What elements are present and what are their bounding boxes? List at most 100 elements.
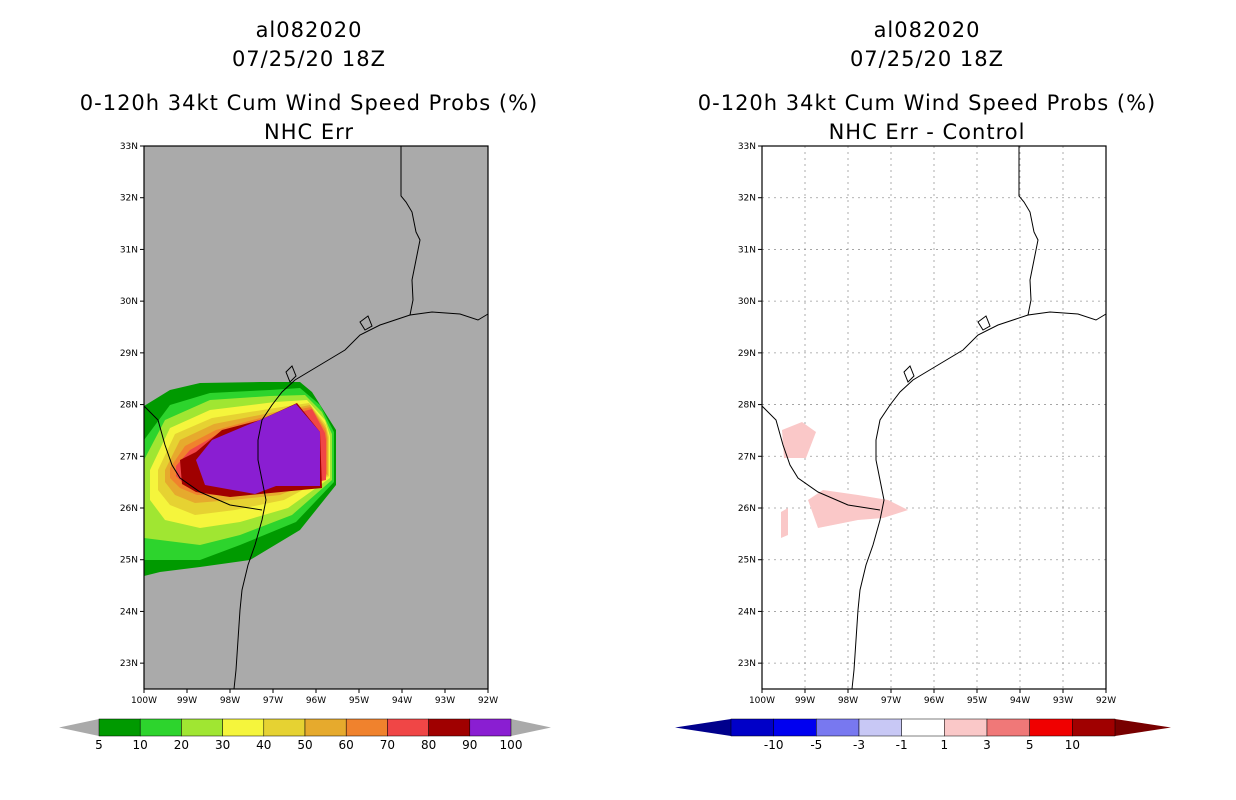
- left-colorbar-label: 100: [500, 738, 523, 752]
- right-colorbar-box: [901, 718, 945, 737]
- right-lat-label: 32N: [738, 194, 756, 204]
- right-colorbar-label: -5: [810, 738, 822, 752]
- left-colorbar-box: [181, 718, 223, 737]
- right-axis-labels: 33N 32N 31N 30N 29N 28N 27N 26N 25N 24N 23N 100W 99W…: [738, 142, 1116, 706]
- right-lon-label: 93W: [1053, 696, 1073, 706]
- right-coastline: [761, 146, 1107, 690]
- right-colorbar-box: [816, 718, 860, 737]
- left-lat-label: 28N: [120, 401, 138, 411]
- left-lat-label: 25N: [120, 556, 138, 566]
- right-lat-label: 27N: [738, 452, 756, 462]
- left-panel: al082020 07/25/20 18Z 0-120h 34kt Cum Wi…: [59, 18, 551, 752]
- right-lon-label: 95W: [967, 696, 987, 706]
- left-colorbar-box: [139, 718, 182, 737]
- left-lat-label: 29N: [120, 349, 138, 359]
- left-colorbar-label: 50: [297, 738, 312, 752]
- left-lat-label: 31N: [120, 245, 138, 255]
- right-colorbar-under-arrow: [675, 719, 731, 736]
- right-product-title: 0-120h 34kt Cum Wind Speed Probs (%): [697, 91, 1157, 115]
- left-colorbar-box: [263, 718, 306, 737]
- left-storm-id: al082020: [255, 18, 363, 42]
- right-colorbar-box: [730, 718, 774, 737]
- left-colorbar-label: 80: [421, 738, 436, 752]
- right-diff-contours: [781, 422, 908, 538]
- right-colorbar-label: -1: [896, 738, 908, 752]
- left-lat-label: 33N: [120, 142, 138, 152]
- right-colorbar-box: [858, 718, 902, 737]
- left-coastline: [143, 146, 489, 690]
- right-lon-label: 94W: [1010, 696, 1030, 706]
- right-lon-label: 98W: [838, 696, 858, 706]
- left-subtitle: NHC Err: [263, 120, 354, 144]
- left-colorbar-label: 30: [215, 738, 230, 752]
- left-lon-label: 99W: [177, 696, 197, 706]
- right-gridlines: [762, 146, 1106, 689]
- right-lat-label: 33N: [738, 142, 756, 152]
- diff-1-3-b: [808, 490, 908, 528]
- right-lat-label: 26N: [738, 504, 756, 514]
- left-colorbar-label: 20: [174, 738, 189, 752]
- right-lat-label: 24N: [738, 607, 756, 617]
- left-colorbar-label: 40: [256, 738, 271, 752]
- left-colorbar-label: 90: [462, 738, 477, 752]
- right-colorbar-box: [986, 718, 1030, 737]
- left-lon-label: 100W: [131, 696, 157, 706]
- left-colorbar-box: [345, 718, 388, 737]
- left-lon-label: 95W: [349, 696, 369, 706]
- right-colorbar-label: 5: [1026, 738, 1034, 752]
- right-storm-id: al082020: [873, 18, 981, 42]
- right-lon-label: 100W: [749, 696, 775, 706]
- right-panel: al082020 07/25/20 18Z 0-120h 34kt Cum Wi…: [618, 0, 1236, 800]
- left-datetime: 07/25/20 18Z: [231, 47, 387, 71]
- left-colorbar-label: 70: [380, 738, 395, 752]
- right-colorbar-box: [1072, 718, 1116, 737]
- left-lat-label: 24N: [120, 607, 138, 617]
- left-colorbar-label: 10: [133, 738, 148, 752]
- right-colorbar-box: [773, 718, 817, 737]
- left-colorbar-over-arrow: [511, 719, 551, 736]
- left-colorbar-box: [469, 718, 512, 737]
- right-colorbar-label: 3: [983, 738, 991, 752]
- left-prob-contours: [144, 382, 336, 576]
- left-colorbar-box: [428, 718, 471, 737]
- left-lat-label: 27N: [120, 452, 138, 462]
- right-colorbar-over-arrow: [1115, 719, 1171, 736]
- right-colorbar-label: -10: [764, 738, 784, 752]
- right-lon-label: 99W: [795, 696, 815, 706]
- right-lat-label: 25N: [738, 556, 756, 566]
- left-colorbar: 5 10 20 30 40 50 60 70 80 90 100: [59, 718, 551, 752]
- left-colorbar-under-arrow: [59, 719, 99, 736]
- right-colorbar-label: 10: [1065, 738, 1080, 752]
- right-lat-label: 29N: [738, 349, 756, 359]
- right-map: 33N 32N 31N 30N 29N 28N 27N 26N 25N 24N 23N 100W 99W…: [675, 142, 1171, 752]
- left-lat-label: 32N: [120, 194, 138, 204]
- left-colorbar-box: [304, 718, 347, 737]
- left-product-title: 0-120h 34kt Cum Wind Speed Probs (%): [79, 91, 539, 115]
- left-lon-label: 93W: [435, 696, 455, 706]
- right-colorbar-label: -3: [853, 738, 865, 752]
- right-lat-label: 28N: [738, 401, 756, 411]
- left-lon-label: 97W: [263, 696, 283, 706]
- right-lat-label: 23N: [738, 659, 756, 669]
- left-lon-label: 94W: [392, 696, 412, 706]
- right-lat-label: 31N: [738, 245, 756, 255]
- diff-1-3-c: [781, 508, 788, 538]
- right-lat-label: 30N: [738, 297, 756, 307]
- right-datetime: 07/25/20 18Z: [849, 47, 1005, 71]
- left-lat-label: 23N: [120, 659, 138, 669]
- right-lon-label: 96W: [924, 696, 944, 706]
- left-colorbar-box: [222, 718, 265, 737]
- left-lat-label: 30N: [120, 297, 138, 307]
- right-subtitle: NHC Err - Control: [828, 120, 1026, 144]
- left-map: 33N 32N 31N 30N 29N 28N 27N 26N 25N 24N 23N 100W 99W…: [59, 142, 551, 752]
- left-lat-label: 26N: [120, 504, 138, 514]
- right-lon-label: 97W: [881, 696, 901, 706]
- left-lon-label: 92W: [478, 696, 498, 706]
- left-colorbar-box: [387, 718, 429, 737]
- right-colorbar-label: 1: [941, 738, 949, 752]
- left-colorbar-label: 5: [95, 738, 103, 752]
- left-axis-labels: 33N 32N 31N 30N 29N 28N 27N 26N 25N 24N 23N 100W 99W…: [120, 142, 498, 706]
- right-colorbar-box: [944, 718, 988, 737]
- right-colorbar: -10 -5 -3 -1 1 3 5 10: [675, 718, 1171, 752]
- left-colorbar-box: [98, 718, 141, 737]
